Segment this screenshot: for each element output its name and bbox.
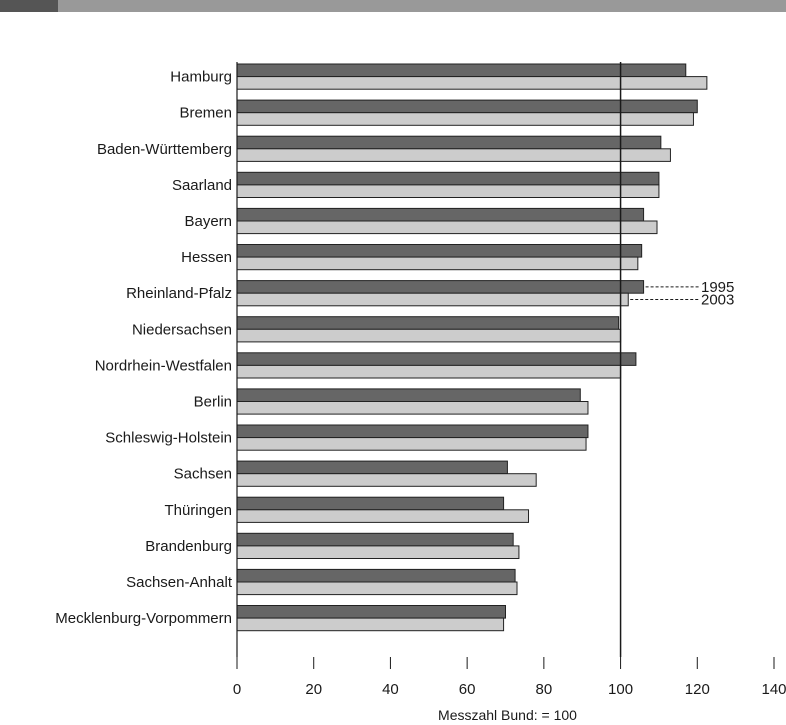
bar-2003 [236,220,658,235]
category-label: Mecklenburg-Vorpommern [55,610,232,627]
bar-2003 [236,437,587,451]
bar-1995 [236,352,637,366]
bar-1995 [236,63,687,78]
category-label: Rheinland-Pfalz [126,285,232,302]
bar-2003 [236,76,708,90]
bar-2003 [236,617,505,632]
header-strip [58,0,786,12]
x-axis-label: Messzahl Bund: = 100 [438,707,577,723]
bar-1995 [236,605,506,619]
category-label: Nordrhein-Westfalen [95,357,232,374]
header-accent [0,0,58,12]
bar-1995 [236,244,643,258]
category-label: Sachsen-Anhalt [126,574,233,591]
category-label: Niedersachsen [132,321,232,338]
bar-2003 [236,473,537,487]
legend-label-2003: 2003 [701,292,734,309]
x-tick-label: 80 [536,681,553,698]
bar-2003 [236,581,518,596]
category-label: Berlin [194,394,232,411]
x-tick-label: 20 [305,681,322,698]
category-label: Thüringen [164,502,232,519]
x-tick-label: 60 [459,681,476,698]
category-label: Sachsen [174,466,232,483]
bar-2003 [236,256,639,271]
x-axis: 0 20 40 60 80 100 120 140 [233,657,786,698]
bar-2003 [236,509,530,523]
bar-1995 [236,99,698,114]
category-label: Saarland [172,177,232,194]
bar-2003 [236,184,660,198]
bars-layer [236,63,708,632]
category-label: Baden-Württemberg [97,141,232,158]
bar-1995 [236,388,581,402]
category-label: Schleswig-Holstein [105,430,232,447]
bar-2003 [236,292,629,307]
x-tick-label: 140 [761,681,786,698]
bar-1995 [236,316,620,330]
bar-2003 [236,112,694,126]
bar-1995 [236,532,514,547]
bar-1995 [236,207,645,222]
bar-1995 [236,135,662,150]
x-tick-label: 120 [685,681,710,698]
bar-1995 [236,568,516,583]
category-label: Hamburg [170,69,232,86]
bar-1995 [236,496,505,511]
x-tick-label: 40 [382,681,399,698]
bar-1995 [236,280,645,294]
bar-2003 [236,364,622,379]
x-tick-label: 0 [233,681,241,698]
bar-1995 [236,460,508,475]
bar-2003 [236,148,671,162]
category-label: Bremen [179,105,232,122]
category-label: Bayern [184,213,232,230]
bar-1995 [236,171,660,186]
category-labels: Hamburg Bremen Baden-Württemberg Saarland Ba… [55,69,233,627]
bar-2003 [236,545,520,560]
bar-2003 [236,328,622,343]
category-label: Hessen [181,249,232,266]
bar-1995 [236,424,589,439]
legend-label-1995: 1995 [701,279,734,296]
category-label: Brandenburg [145,538,232,555]
header-bar [0,0,786,12]
bar-2003 [236,401,589,415]
x-tick-label: 100 [608,681,633,698]
